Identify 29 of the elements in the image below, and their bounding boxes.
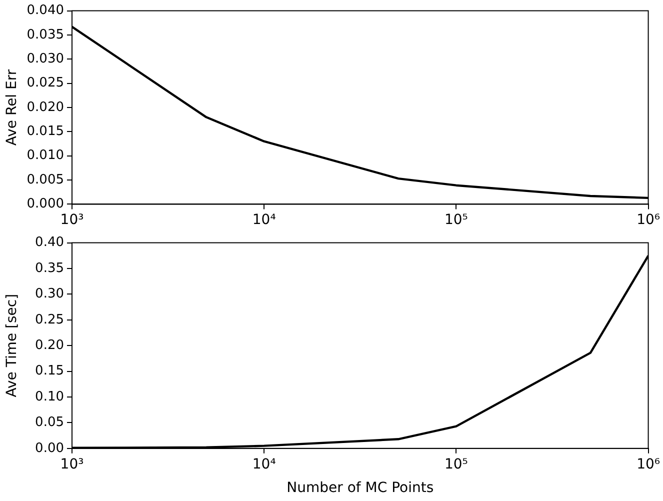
y-tick-label: 0.40 [35,235,64,250]
y-tick-label: 0.010 [26,148,64,164]
y-tick-label: 0.020 [26,100,64,115]
y-tick-label: 0.20 [35,338,64,353]
x-tick-label: 10⁶ [636,212,660,228]
x-tick-label: 10³ [60,456,84,472]
y-tick-label: 0.015 [26,124,64,140]
y-tick-label: 0.030 [26,52,64,67]
x-axis-title: Number of MC Points [286,480,434,496]
y-tick-label: 0.25 [35,312,64,328]
y-tick-label: 0.00 [35,440,64,456]
y-tick-label: 0.040 [26,3,64,18]
y-tick-label: 0.05 [35,415,64,430]
y-tick-label: 0.005 [26,172,64,188]
y-tick-label: 0.035 [26,27,64,42]
x-tick-label: 10⁴ [252,456,276,472]
y-tick-label: 0.30 [35,286,64,302]
y-axis-title: Ave Time [sec] [4,294,20,398]
x-tick-label: 10⁴ [252,212,276,228]
y-tick-label: 0.10 [35,389,64,404]
y-tick-label: 0.15 [35,364,64,379]
y-tick-label: 0.025 [26,76,64,91]
x-tick-label: 10⁶ [636,456,660,472]
y-tick-label: 0.000 [26,196,64,212]
x-tick-label: 10⁵ [444,212,468,228]
x-tick-label: 10³ [60,212,84,228]
y-axis-title: Ave Rel Err [4,69,20,146]
x-tick-label: 10⁵ [444,456,468,472]
y-tick-label: 0.35 [35,260,64,276]
